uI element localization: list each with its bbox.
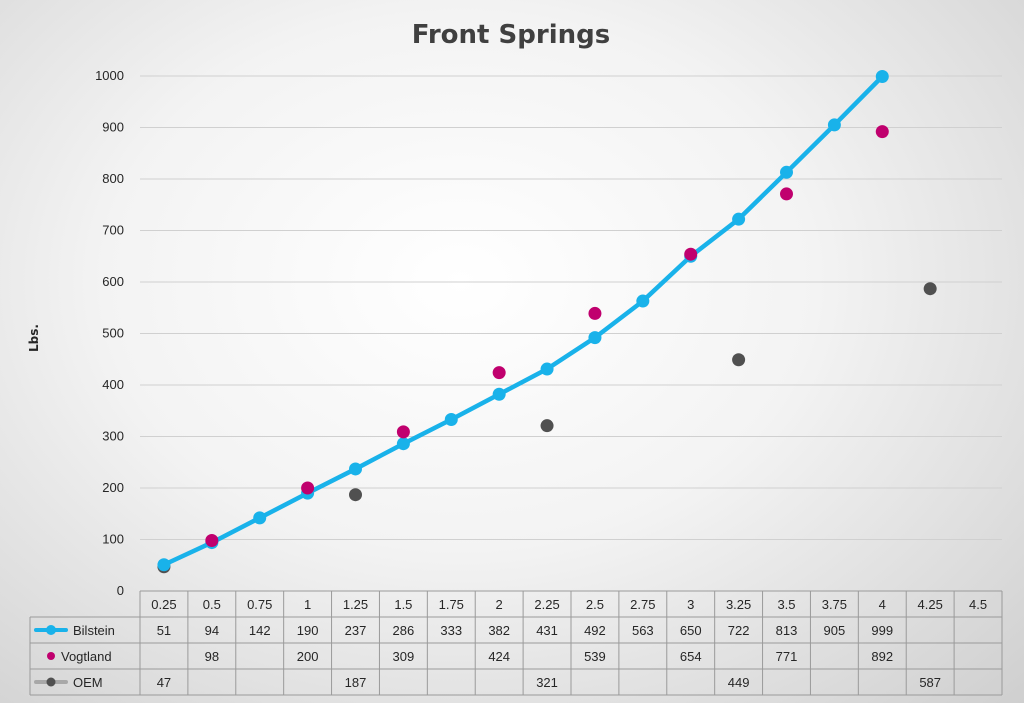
- data-point-bilstein: [875, 70, 889, 84]
- data-point-vogtland: [301, 481, 315, 495]
- table-cell-value: 51: [157, 623, 171, 638]
- table-cell-value: 892: [871, 649, 893, 664]
- legend-key-marker: [47, 652, 55, 660]
- x-tick-label: 1.75: [439, 597, 464, 612]
- gridlines: [140, 75, 1002, 592]
- y-tick-label: 500: [102, 326, 124, 341]
- x-tick-label: 2.25: [534, 597, 559, 612]
- table-cell-value: 650: [680, 623, 702, 638]
- y-axis-label: Lbs.: [27, 324, 41, 352]
- y-tick-label: 1000: [95, 68, 124, 83]
- table-cell-value: 587: [919, 675, 941, 690]
- x-tick-label: 3.5: [777, 597, 795, 612]
- data-point-bilstein: [444, 413, 458, 427]
- x-tick-label: 4.5: [969, 597, 987, 612]
- data-point-bilstein: [253, 511, 267, 525]
- data-point-vogtland: [205, 534, 219, 548]
- x-tick-label: 2: [496, 597, 503, 612]
- table-cell-value: 424: [488, 649, 510, 664]
- x-tick-label: 1.5: [394, 597, 412, 612]
- data-point-vogtland: [875, 125, 889, 139]
- data-point-bilstein: [540, 362, 554, 376]
- data-point-bilstein: [349, 462, 362, 476]
- data-point-bilstein: [636, 294, 650, 308]
- x-tick-label: 2.75: [630, 597, 655, 612]
- table-cell-value: 431: [536, 623, 558, 638]
- data-point-oem: [349, 488, 362, 502]
- chart-title: Front Springs: [412, 20, 610, 50]
- legend-key-marker: [46, 625, 56, 635]
- data-table: 0.25 0.5 0.75 1 1.25 1.5 1.75 2 2.25 2.5 2.75 3 3.25…: [29, 590, 1003, 696]
- x-tick-label: 0.5: [203, 597, 221, 612]
- y-tick-labels: 0 100 200 300 400 500 600 700 800 900 1000: [95, 68, 124, 598]
- data-point-bilstein: [157, 558, 171, 572]
- x-tick-label: 4.25: [918, 597, 943, 612]
- table-cell-value: 98: [205, 649, 219, 664]
- table-cell-value: 722: [728, 623, 750, 638]
- table-cell-value: 382: [488, 623, 510, 638]
- y-tick-label: 0: [117, 583, 124, 598]
- table-cell-value: 142: [249, 623, 271, 638]
- data-point-vogtland: [684, 247, 698, 261]
- x-tick-label: 2.5: [586, 597, 604, 612]
- table-cell-value: 492: [584, 623, 606, 638]
- data-point-bilstein: [732, 212, 746, 226]
- x-tick-label: 3.25: [726, 597, 751, 612]
- data-point-vogtland: [780, 187, 793, 201]
- x-tick-label: 4: [879, 597, 886, 612]
- data-point-bilstein: [588, 331, 602, 345]
- table-cell-value: 539: [584, 649, 606, 664]
- x-tick-label: 0.25: [151, 597, 176, 612]
- data-point-bilstein: [827, 118, 841, 132]
- x-tick-label: 3: [687, 597, 694, 612]
- y-tick-label: 400: [102, 377, 124, 392]
- table-cell-value: 813: [776, 623, 798, 638]
- y-tick-label: 700: [102, 223, 124, 238]
- legend-label: Bilstein: [73, 623, 115, 638]
- table-cell-value: 563: [632, 623, 654, 638]
- data-point-vogtland: [396, 425, 410, 439]
- data-point-bilstein: [492, 387, 506, 401]
- data-point-oem: [540, 419, 554, 433]
- x-tick-label: 3.75: [822, 597, 847, 612]
- data-point-vogtland: [492, 366, 506, 380]
- table-cell-value: 47: [157, 675, 171, 690]
- y-tick-label: 600: [102, 274, 124, 289]
- table-cell-value: 190: [297, 623, 319, 638]
- table-cell-value: 449: [728, 675, 750, 690]
- data-point-oem: [923, 282, 937, 296]
- legend-label: Vogtland: [61, 649, 112, 664]
- series-line-bilstein: [161, 74, 885, 567]
- table-cell-value: 771: [776, 649, 798, 664]
- legend-label: OEM: [73, 675, 103, 690]
- y-tick-label: 800: [102, 171, 124, 186]
- table-cell-value: 187: [345, 675, 367, 690]
- legend-key-marker: [46, 677, 56, 687]
- table-cell-value: 905: [824, 623, 846, 638]
- table-cell-value: 286: [393, 623, 415, 638]
- table-cell-value: 200: [297, 649, 319, 664]
- y-tick-label: 900: [102, 120, 124, 135]
- y-tick-label: 300: [102, 429, 124, 444]
- data-point-bilstein: [780, 165, 793, 179]
- table-cell-value: 321: [536, 675, 558, 690]
- x-tick-label: 1.25: [343, 597, 368, 612]
- table-cell-value: 94: [205, 623, 219, 638]
- table-cell-value: 654: [680, 649, 702, 664]
- y-tick-label: 200: [102, 480, 124, 495]
- table-cell-value: 309: [393, 649, 415, 664]
- table-cell-value: 237: [345, 623, 367, 638]
- data-point-oem: [732, 353, 746, 367]
- data-point-bilstein: [396, 437, 410, 451]
- data-point-vogtland: [588, 306, 602, 320]
- table-cell-value: 333: [440, 623, 462, 638]
- y-tick-label: 100: [102, 532, 124, 547]
- x-tick-label: 0.75: [247, 597, 272, 612]
- table-cell-value: 999: [871, 623, 893, 638]
- series-marks: [157, 70, 937, 574]
- x-tick-label: 1: [304, 597, 311, 612]
